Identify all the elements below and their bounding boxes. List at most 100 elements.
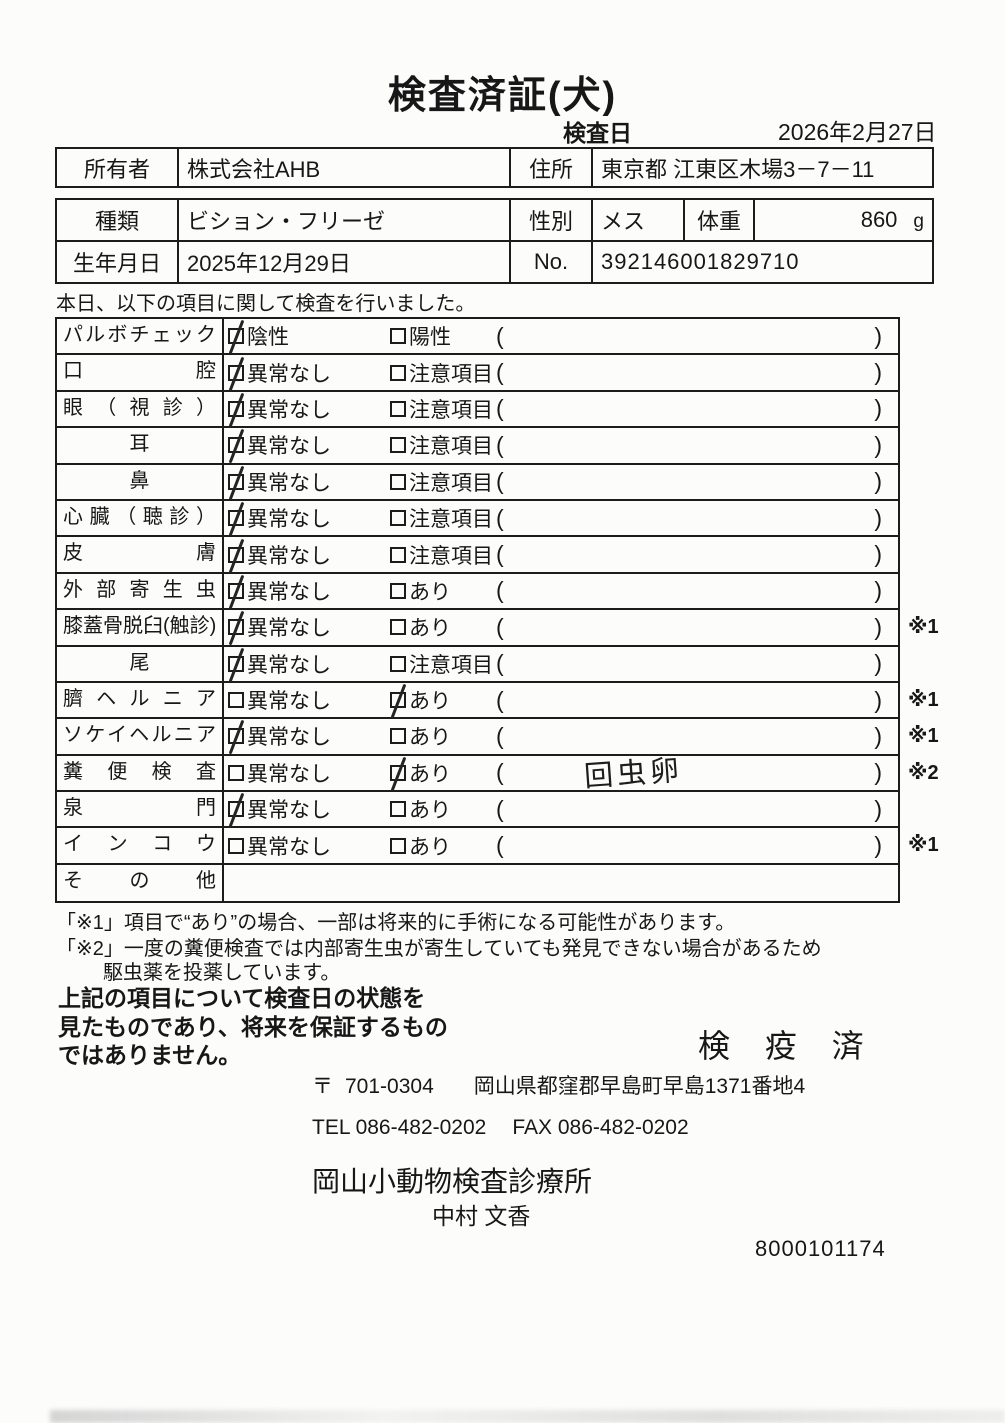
result-option: あり [390,831,494,861]
result-option-label: 陰性 [247,326,289,350]
result-option: 異常なし [228,831,390,861]
paren-close: ) [874,395,882,422]
exam-item-result: 異常なし 注意項目() [224,465,898,501]
number-label: No. [509,240,593,284]
clinic-tel: TEL 086-482-0202 [312,1116,487,1139]
veterinarian-name: 中村 文香 [432,1203,531,1229]
paren-open: ( [496,504,504,531]
result-option-label: 注意項目 [409,508,493,532]
result-checkbox [228,392,244,428]
result-option: 異常なし [228,392,390,428]
result-checkbox [228,611,244,646]
result-option: 注意項目 [390,503,494,533]
exam-item-result: 異常なし あり () [224,610,898,646]
result-option: 異常なし [228,501,390,537]
address-label: 住所 [509,147,593,188]
result-checkbox [390,437,406,454]
check-mark-icon [390,683,406,719]
checklist-row: 皮膚 異常なし 注意項目() [57,537,898,574]
result-checkbox [228,538,244,573]
exam-item-result: 異常なし あり (回虫卵) [224,754,898,793]
result-checkbox [390,837,406,854]
result-option: 異常なし [228,758,390,788]
result-checkbox [390,655,406,672]
result-checkbox [390,582,406,599]
result-option-label: 異常なし [247,835,331,859]
exam-item-result: 異常なし 注意項目() [224,501,898,537]
result-checkbox [390,364,406,381]
result-option: あり [390,612,494,642]
paren-open: ( [496,468,504,495]
result-option: 陰性 [228,319,390,355]
check-mark-icon [228,538,244,573]
exam-item-label: 外部寄生虫 [57,573,224,609]
paren-open: ( [496,650,504,677]
result-checkbox [228,720,244,755]
paren-close: ) [874,359,882,386]
remarks-field: () [494,577,898,604]
checklist-row: 口腔 異常なし 注意項目() [57,355,898,392]
exam-item-result [224,865,898,901]
weight-unit: g [913,211,924,232]
exam-item-label: 眼（視診） [57,391,224,427]
result-option-label: あり [409,690,451,714]
result-option: 異常なし [228,792,390,828]
exam-item-label: パルボチェック [57,319,224,354]
result-option-label: あり [409,762,451,786]
remarks-field: () [494,650,898,677]
exam-item-label: 皮膚 [57,537,224,572]
paren-open: ( [496,577,504,604]
paren-open: ( [496,322,504,349]
result-option: 注意項目 [390,394,494,424]
result-option: 注意項目 [390,358,494,388]
exam-item-label: 口腔 [57,355,224,390]
check-mark-icon [228,356,244,391]
result-option-label: 異常なし [247,799,331,823]
exam-item-result: 異常なし 注意項目() [224,647,898,682]
checklist-row: インコウ 異常なし あり () ※1 [57,828,939,865]
result-checkbox [228,465,244,501]
remarks-field: () [494,395,898,422]
paren-close: ) [874,832,882,859]
remarks-field: () [494,359,898,386]
footnote-marker: ※2 [908,761,939,784]
clinic-fax: FAX 086-482-0202 [512,1116,689,1139]
checklist-row: 心臓（聴診） 異常なし 注意項目() [57,500,898,538]
result-option-label: 異常なし [247,580,331,604]
remarks-field: () [494,541,898,568]
document-serial-number: 8000101174 [755,1236,886,1261]
animal-table: 種類 ビション・フリーゼ 性別 メス 体重 860 g 生年月日 2025年12月… [55,198,934,284]
paren-close: ) [874,686,882,713]
result-option-label: 異常なし [247,762,331,786]
result-option-label: 異常なし [247,398,331,422]
paren-close: ) [874,504,882,531]
checklist-row: パルボチェック 陰性 陽性 () [57,319,898,356]
sex-label: 性別 [509,198,593,242]
result-checkbox [228,501,244,537]
weight-number: 860 [860,207,898,232]
check-mark-icon [228,429,244,464]
owner-label: 所有者 [55,147,179,188]
result-option-label: あり [409,726,451,750]
result-option-label: 注意項目 [409,653,493,677]
result-option: あり [390,721,494,751]
result-checkbox [228,792,244,828]
paren-close: ) [874,322,882,349]
checklist-row: その他 [57,864,898,902]
paren-close: ) [874,722,882,749]
exam-item-result: 異常なし 注意項目() [224,537,898,573]
result-option-label: 異常なし [247,690,331,714]
remarks-field: () [494,323,898,350]
result-option-label: 陽性 [409,326,451,350]
paren-open: ( [496,722,504,749]
exam-item-result: 異常なし あり () [224,792,898,828]
result-option: 異常なし [228,429,390,464]
result-option-label: 異常なし [247,617,331,641]
check-mark-icon [228,720,244,755]
postal-code: 701-0304 [345,1075,434,1098]
exam-item-label: 糞便検査 [57,755,224,791]
disclaimer-line-1: 上記の項目について検査日の状態を [58,985,426,1011]
result-option: 注意項目 [390,540,494,570]
result-checkbox [228,429,244,464]
result-checkbox [228,764,244,781]
